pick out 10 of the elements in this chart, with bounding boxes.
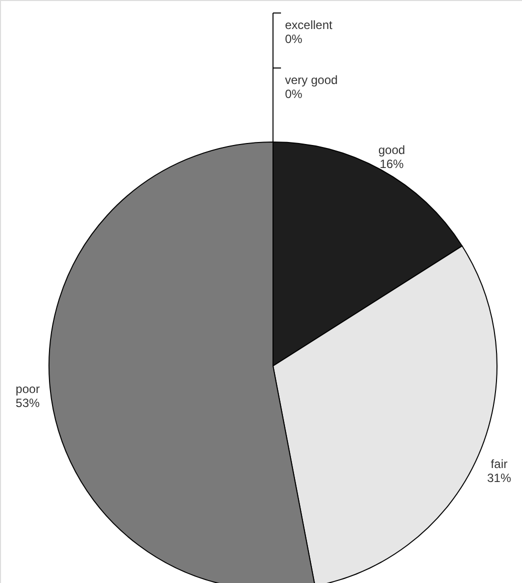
legend-label: very good xyxy=(285,73,338,87)
text: 0% xyxy=(285,32,302,46)
data-label: 53% xyxy=(16,396,40,410)
text: 0% xyxy=(285,87,302,101)
slice-label: poor xyxy=(16,382,40,396)
data-label: 16% xyxy=(380,157,404,172)
data-label: 31% xyxy=(487,470,512,485)
legend-label: excellent xyxy=(285,18,334,32)
slice-label: fair xyxy=(490,456,508,471)
slice-label: good xyxy=(378,143,406,158)
